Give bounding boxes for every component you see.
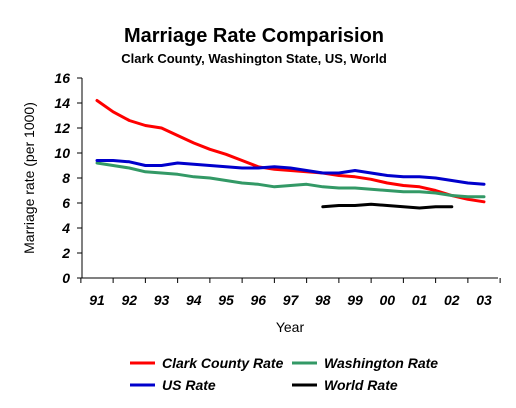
- series-line-world-rate: [321, 202, 454, 210]
- x-tick-label: 97: [283, 292, 300, 308]
- chart-title: Marriage Rate Comparision: [124, 25, 384, 47]
- series-line-clark-county-rate: [95, 99, 486, 204]
- y-tick-labels: 0 2 4 6 8 10 12 14 16: [54, 70, 82, 286]
- series-line-washington-rate: [95, 161, 486, 199]
- y-tick-label: 6: [62, 195, 70, 211]
- legend: Clark County Rate Washington Rate US Rate W…: [130, 355, 438, 393]
- legend-label-us-rate: US Rate: [162, 377, 216, 393]
- x-tick-label: 94: [186, 292, 202, 308]
- chart-subtitle: Clark County, Washington State, US, Worl…: [121, 51, 387, 66]
- x-axis-label: Year: [276, 319, 305, 335]
- y-tick-label: 16: [54, 70, 70, 86]
- x-tick-labels: 91 92 93 94 95 96 97 98 99 00 01 02 03: [80, 278, 501, 308]
- y-axis-label: Marriage rate (per 1000): [21, 102, 37, 254]
- series-lines: [95, 99, 486, 210]
- x-tick-label: 01: [412, 292, 428, 308]
- x-tick-label: 03: [476, 292, 492, 308]
- series-line-us-rate: [95, 159, 486, 186]
- x-tick-label: 95: [218, 292, 234, 308]
- x-tick-label: 99: [347, 292, 363, 308]
- x-tick-label: 96: [250, 292, 266, 308]
- y-tick-label: 0: [62, 270, 70, 286]
- x-tick-label: 98: [315, 292, 331, 308]
- legend-label-clark-county-rate: Clark County Rate: [162, 355, 284, 371]
- y-tick-label: 14: [54, 95, 70, 111]
- y-tick-label: 12: [54, 120, 70, 136]
- x-tick-label: 02: [444, 292, 460, 308]
- y-tick-label: 10: [54, 145, 70, 161]
- y-tick-label: 2: [61, 245, 70, 261]
- x-tick-label: 91: [89, 292, 105, 308]
- legend-label-world-rate: World Rate: [324, 377, 398, 393]
- x-tick-label: 93: [154, 292, 170, 308]
- legend-label-washington-rate: Washington Rate: [324, 355, 438, 371]
- y-tick-label: 4: [61, 220, 70, 236]
- x-tick-label: 00: [379, 292, 395, 308]
- x-tick-label: 92: [121, 292, 137, 308]
- y-tick-label: 8: [62, 170, 70, 186]
